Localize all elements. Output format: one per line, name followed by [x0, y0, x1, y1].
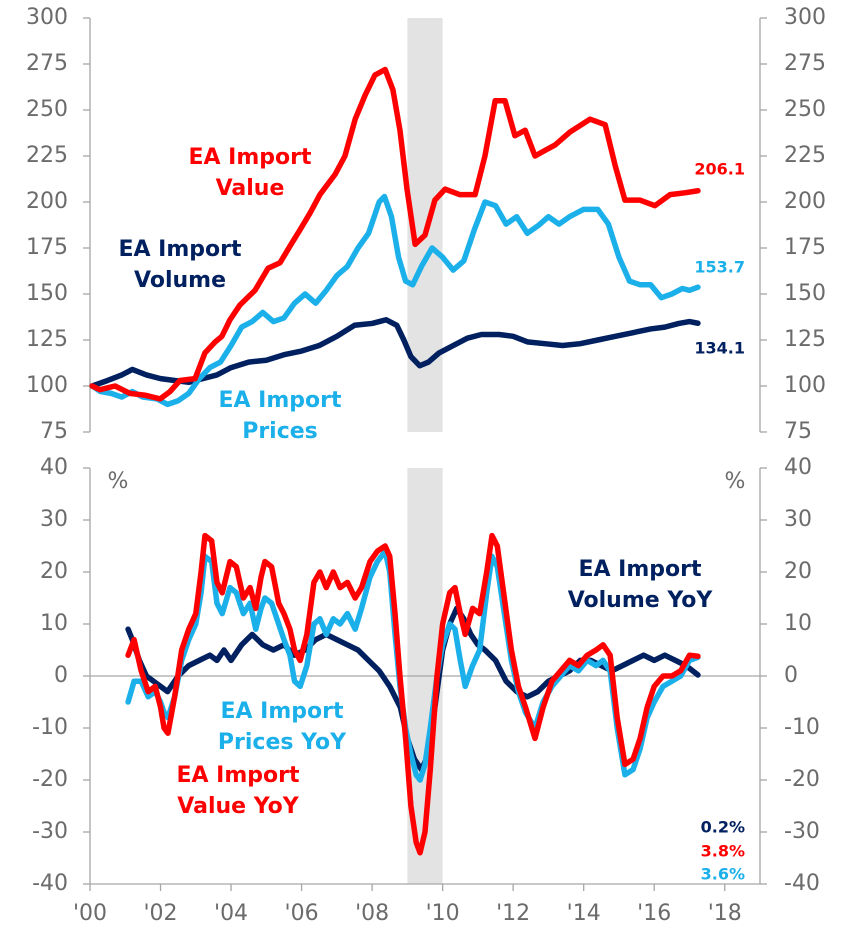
series-label-line: EA Import — [176, 763, 300, 788]
series-label-line: Value YoY — [177, 794, 299, 819]
x-tick-label: '14 — [567, 901, 601, 926]
series-label-line: Volume YoY — [568, 588, 714, 613]
series-label-line: EA Import — [220, 699, 344, 724]
y-tick-label: 200 — [26, 189, 68, 214]
series-label: EA Import Volume YoY — [568, 557, 714, 613]
y2-tick-label: 75 — [784, 419, 812, 444]
y-tick-label: 150 — [26, 281, 68, 306]
series-label-line: EA Import — [188, 145, 312, 170]
end-label: 3.6% — [701, 865, 745, 884]
y2-tick-label: 250 — [784, 97, 826, 122]
series-label: EA Import Prices YoY — [218, 699, 347, 755]
y-tick-label: -40 — [32, 871, 68, 896]
y2-tick-label: 0 — [784, 663, 798, 688]
series-line — [125, 532, 701, 856]
y-tick-label: -10 — [32, 715, 68, 740]
y-tick-label: 225 — [26, 143, 68, 168]
y2-tick-label: -40 — [784, 871, 820, 896]
series-line — [89, 66, 701, 402]
y-tick-label: 30 — [40, 507, 68, 532]
y-tick-label: 175 — [26, 235, 68, 260]
series-label: EA Import Value YoY — [176, 763, 300, 819]
end-label: 0.2% — [701, 818, 745, 837]
series-label: EA Import Volume — [118, 237, 242, 293]
y-tick-label: -20 — [32, 767, 68, 792]
y-tick-label: 300 — [26, 5, 68, 30]
end-label: 134.1 — [694, 339, 745, 358]
end-label: 3.8% — [701, 842, 745, 861]
y2-tick-label: 175 — [784, 235, 826, 260]
y-tick-label: 125 — [26, 327, 68, 352]
y2-tick-label: 300 — [784, 5, 826, 30]
series-label-line: EA Import — [218, 388, 342, 413]
y2-tick-label: 200 — [784, 189, 826, 214]
series-label-line: EA Import — [578, 557, 702, 582]
y2-tick-label: 20 — [784, 559, 812, 584]
x-tick-label: '08 — [355, 901, 389, 926]
y2-tick-label: 30 — [784, 507, 812, 532]
series-label-line: Prices YoY — [218, 730, 347, 755]
y2-tick-label: -20 — [784, 767, 820, 792]
y-tick-label: -30 — [32, 819, 68, 844]
series-label: EA Import Prices — [218, 388, 342, 444]
y-tick-label: 100 — [26, 373, 68, 398]
x-tick-label: '04 — [214, 901, 248, 926]
y2-tick-label: -30 — [784, 819, 820, 844]
x-tick-label: '18 — [708, 901, 742, 926]
y2-tick-label: 125 — [784, 327, 826, 352]
y2-tick-label: 40 — [784, 455, 812, 480]
series-label-line: Volume — [134, 268, 226, 293]
x-tick-label: '10 — [426, 901, 460, 926]
series-label-line: Value — [216, 176, 285, 201]
x-tick-label: '12 — [496, 901, 530, 926]
series-label-line: EA Import — [118, 237, 242, 262]
y-tick-label: 40 — [40, 455, 68, 480]
y-tick-label: 250 — [26, 97, 68, 122]
series-line — [89, 317, 701, 389]
y2-tick-label: 150 — [784, 281, 826, 306]
y2-tick-label: 275 — [784, 51, 826, 76]
y2-tick-label: 100 — [784, 373, 826, 398]
y-tick-label: 10 — [40, 611, 68, 636]
series-label-line: Prices — [242, 419, 318, 444]
x-tick-label: '00 — [73, 901, 107, 926]
y-tick-label: 0 — [54, 663, 68, 688]
end-label: 206.1 — [694, 160, 745, 179]
series-label: EA Import Value — [188, 145, 312, 201]
y-tick-label: 75 — [40, 419, 68, 444]
y-tick-label: 20 — [40, 559, 68, 584]
y2-tick-label: 225 — [784, 143, 826, 168]
series-line — [89, 193, 701, 408]
end-label: 153.7 — [694, 258, 745, 277]
y2-tick-label: 10 — [784, 611, 812, 636]
y-unit: % — [108, 469, 129, 494]
x-tick-label: '16 — [637, 901, 671, 926]
y2-unit: % — [725, 469, 746, 494]
y2-tick-label: -10 — [784, 715, 820, 740]
x-tick-label: '02 — [144, 901, 178, 926]
x-tick-label: '06 — [285, 901, 319, 926]
y-tick-label: 275 — [26, 51, 68, 76]
